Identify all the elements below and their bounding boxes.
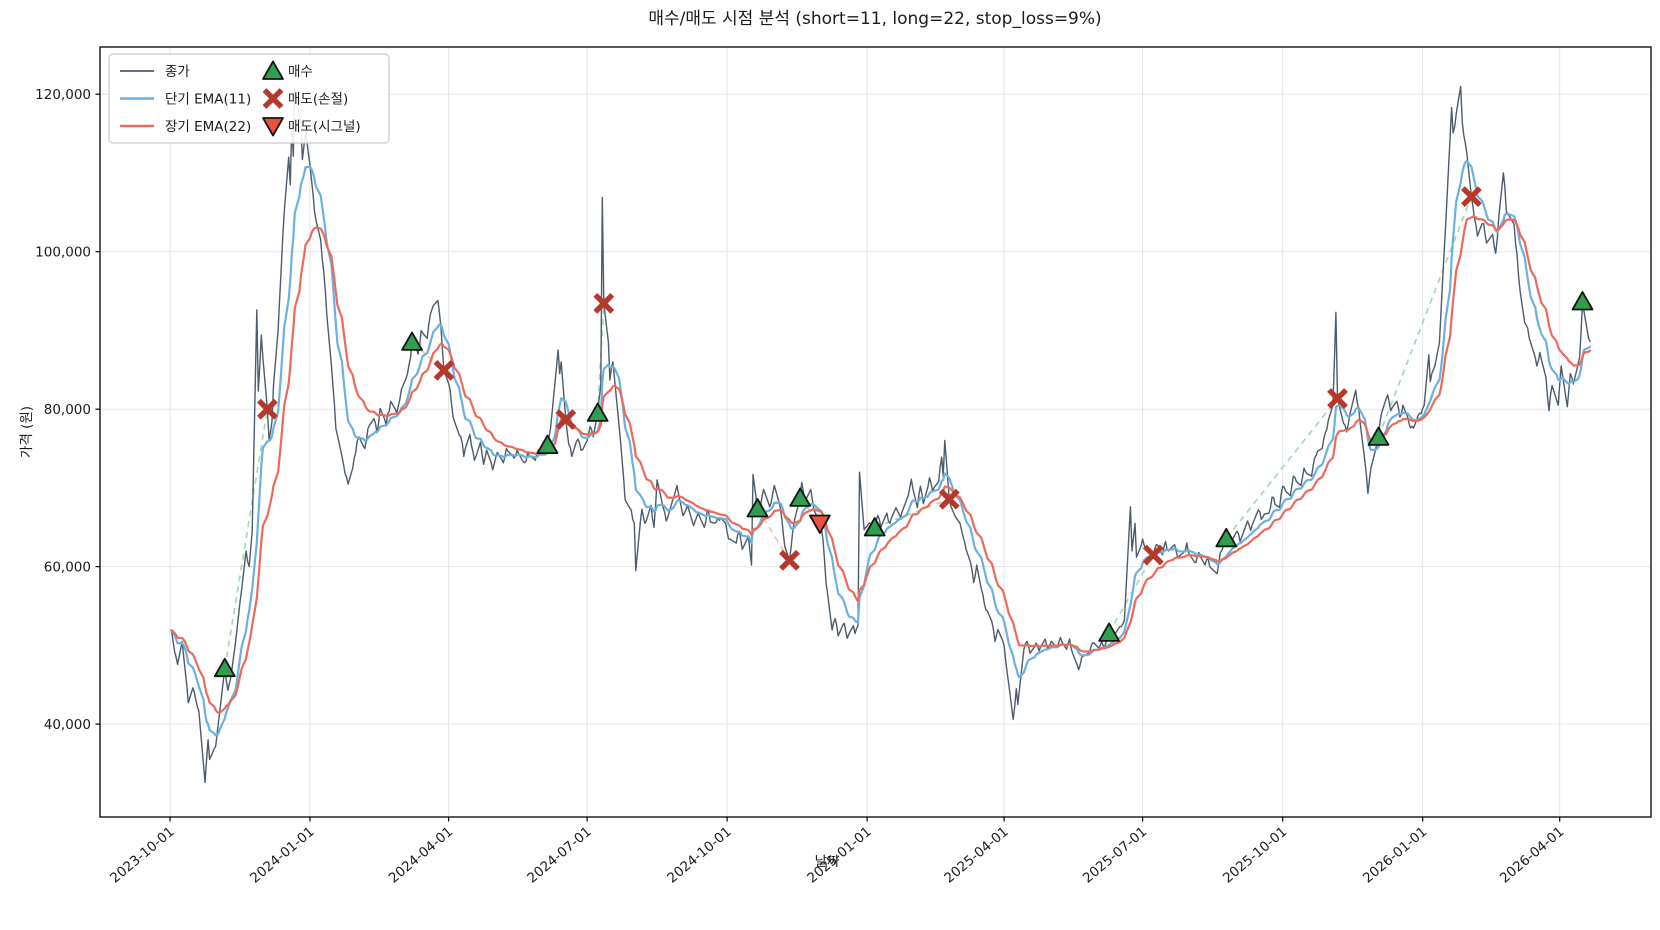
- stop-loss-sell-marker: [1460, 186, 1482, 208]
- signal-sell-marker: [809, 514, 831, 534]
- legend-box: [108, 53, 390, 144]
- y-tick-label: 100,000: [35, 245, 91, 261]
- trade-connector-win: [874, 498, 950, 529]
- stop-loss-sell-marker: [593, 292, 615, 314]
- x-tick-label: 2023-10-01: [107, 824, 177, 887]
- trade-connector-win: [1377, 196, 1473, 438]
- y-tick-label: 40,000: [44, 717, 91, 733]
- x-tick-label: 2024-01-01: [247, 824, 317, 887]
- trade-connector-win: [596, 303, 605, 413]
- legend-label: 매도(손절): [288, 91, 348, 107]
- series-layer: [170, 85, 1592, 784]
- buy-marker: [863, 517, 886, 537]
- trade-connector-layer: [223, 196, 1473, 669]
- plot-frame: [99, 46, 1652, 818]
- short-ema-line: [170, 159, 1592, 737]
- buy-marker: [1098, 622, 1120, 642]
- x-tick-label: 2024-04-01: [386, 824, 456, 887]
- stop-loss-sell-marker: [256, 398, 278, 420]
- legend-buy-icon: [262, 60, 284, 80]
- stop-loss-sell-marker: [555, 409, 577, 430]
- trade-connector-win: [1108, 554, 1155, 634]
- buy-marker: [213, 657, 236, 678]
- buy-marker: [536, 434, 559, 454]
- legend-label: 매도(시그널): [288, 119, 361, 135]
- legend-label: 매수: [288, 64, 313, 80]
- legend-label: 장기 EMA(22): [165, 119, 251, 135]
- legend-label: 단기 EMA(11): [165, 91, 251, 107]
- x-tick-label: 2024-07-01: [524, 824, 594, 887]
- stop-loss-sell-marker: [779, 549, 800, 571]
- x-tick-label: 2026-04-01: [1497, 824, 1567, 887]
- buy-marker: [1571, 291, 1594, 311]
- buy-marker: [401, 331, 423, 351]
- marker-layer: [213, 186, 1594, 678]
- grid-layer: [100, 47, 1651, 817]
- x-tick-label: 2025-04-01: [941, 824, 1011, 887]
- y-tick-label: 60,000: [44, 559, 91, 575]
- close-price-line: [170, 85, 1591, 784]
- stop-loss-sell-marker: [433, 359, 455, 381]
- long-ema-line: [170, 215, 1592, 714]
- trade-connector-win: [1225, 397, 1339, 539]
- y-tick-label: 80,000: [44, 402, 91, 418]
- buy-marker: [1367, 426, 1390, 446]
- x-axis-label: 날짜: [815, 854, 840, 870]
- x-tick-label: 2025-07-01: [1080, 824, 1150, 887]
- y-axis-label: 가격 (원): [19, 406, 35, 458]
- chart-title: 매수/매도 시점 분석 (short=11, long=22, stop_los…: [648, 9, 1101, 29]
- stop-loss-sell-marker: [1142, 544, 1164, 566]
- stop-loss-sell-marker: [938, 488, 960, 510]
- stop-loss-sell-marker: [1327, 388, 1348, 409]
- buy-marker: [746, 498, 769, 518]
- y-tick-label: 120,000: [35, 87, 91, 103]
- legend-signal-sell-icon: [262, 117, 284, 137]
- legend-label: 종가: [165, 64, 190, 80]
- buy-marker: [586, 402, 609, 422]
- x-tick-label: 2026-01-01: [1360, 824, 1430, 887]
- x-tick-label: 2025-10-01: [1220, 824, 1290, 887]
- buy-marker: [789, 487, 812, 507]
- x-tick-label: 2024-10-01: [664, 824, 734, 887]
- buy-marker: [1215, 527, 1238, 548]
- legend-stop-loss-icon: [262, 88, 284, 109]
